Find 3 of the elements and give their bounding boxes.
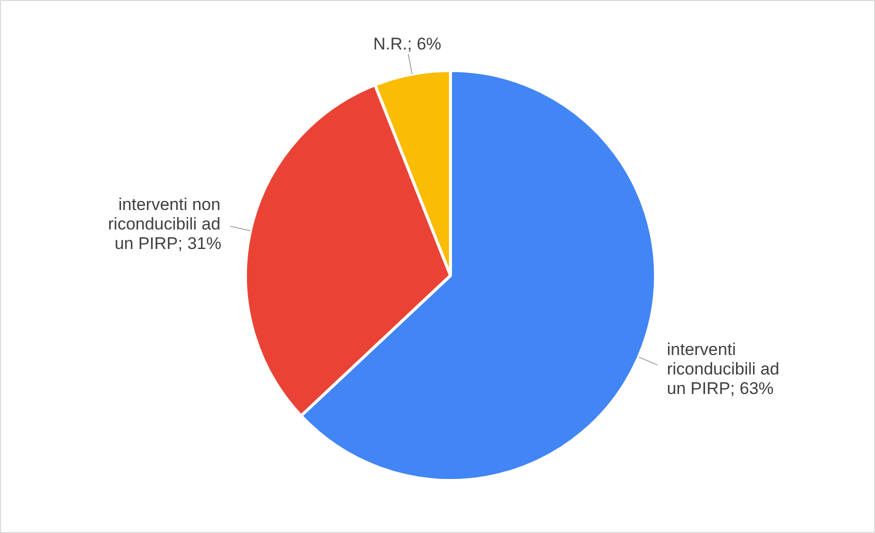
slice-label: interventi riconducibili ad un PIRP; 63% [666,340,780,398]
slice-label: N.R.; 6% [373,34,442,54]
slice-label: interventi non riconducibili ad un PIRP; 31% [108,195,222,254]
